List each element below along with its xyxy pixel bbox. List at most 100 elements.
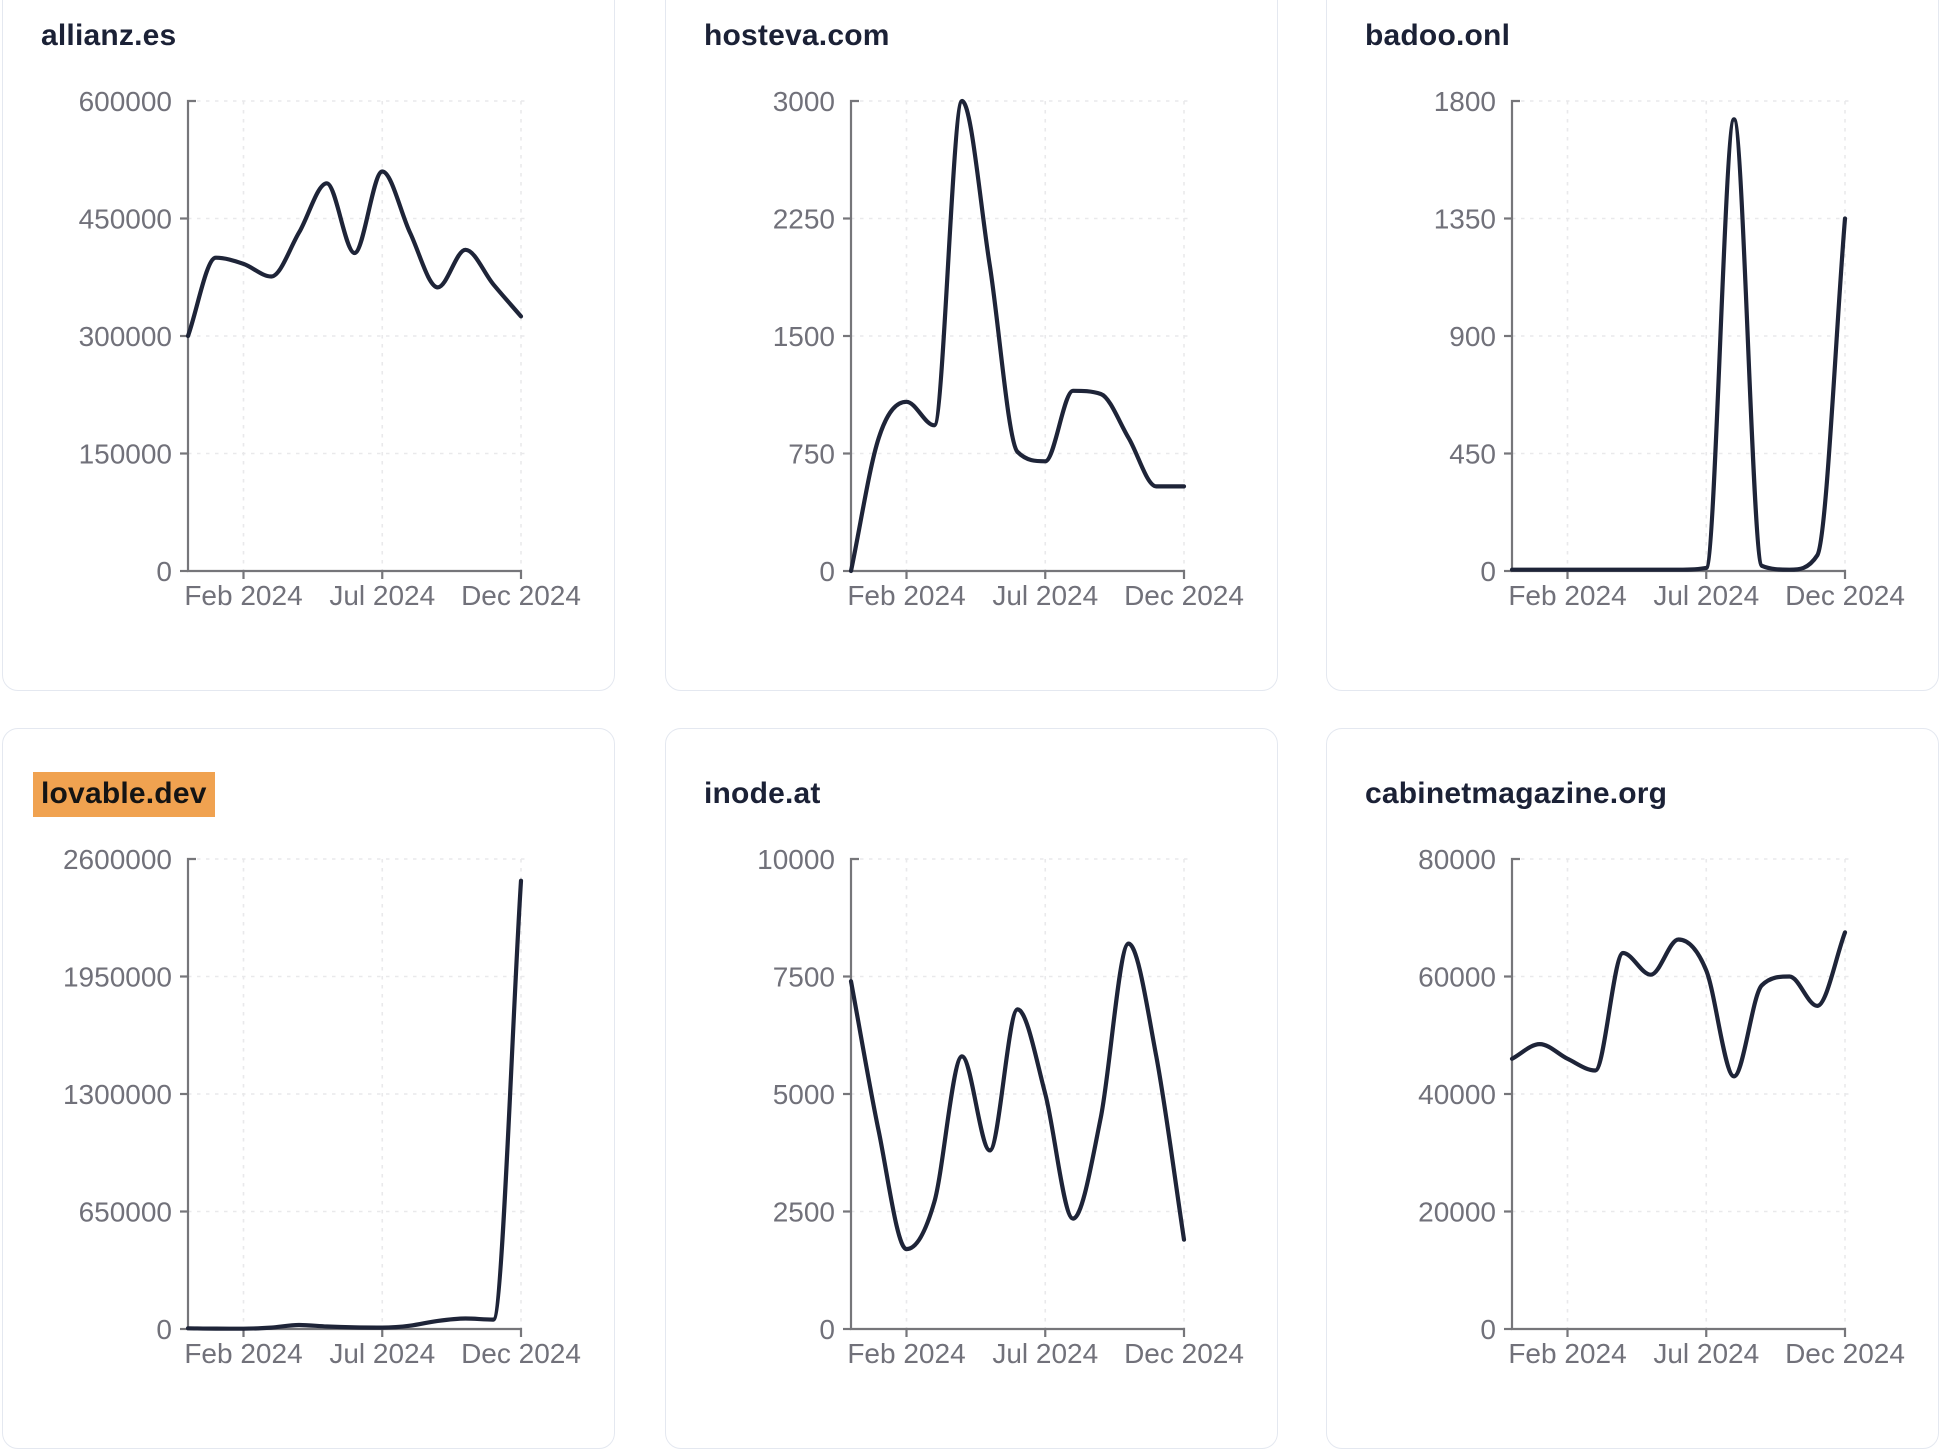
trend-line [848,98,1187,574]
y-tick-label: 750 [788,439,835,470]
x-tick-label: Dec 2024 [1785,580,1905,611]
y-tick-label: 80000 [1418,844,1496,875]
y-tick-label: 150000 [79,439,172,470]
domain-title: lovable.dev [33,772,215,817]
axes [1504,857,1847,1337]
domain-card: inode.at 0 2500 5000 7500 10000 Feb 2024 Jul 2… [665,728,1278,1449]
axis-domain [849,857,1186,1337]
axes [843,99,1186,579]
domain-title-text: allianz.es [41,19,177,52]
gridlines [188,858,527,1329]
traffic-sparkline-chart: 0 20000 40000 60000 80000 Feb 2024 Jul 2024 Dec… [1418,844,1905,1369]
axes [1504,99,1847,579]
x-tick-label: Feb 2024 [847,1338,965,1369]
x-tick-label: Feb 2024 [1508,580,1626,611]
axis-domain [1510,99,1847,579]
tick-labels: 0 2500 5000 7500 10000 Feb 2024 Jul 2024 Dec 20… [757,844,1244,1369]
y-tick-label: 2600000 [63,844,172,875]
axis-domain [186,857,523,1337]
x-tick-label: Feb 2024 [1508,1338,1626,1369]
traffic-sparkline-chart: 0 750 1500 2250 3000 Feb 2024 Jul 2024 Dec 2024 [773,86,1244,611]
y-tick-label: 7500 [773,962,835,993]
y-tick-label: 450 [1449,439,1496,470]
domain-title: cabinetmagazine.org [1365,777,1667,811]
traffic-sparkline-chart: 0 150000 300000 450000 600000 Feb 2024 Jul 202… [79,86,581,611]
y-tick-label: 0 [1480,1314,1496,1345]
y-tick-label: 450000 [79,204,172,235]
y-tick-label: 0 [156,556,172,587]
tick-labels: 0 650000 1300000 1950000 2600000 Feb 2024 Jul … [63,844,581,1369]
y-tick-label: 60000 [1418,962,1496,993]
domain-title-text: inode.at [704,777,821,810]
y-tick-label: 900 [1449,321,1496,352]
tick-labels: 0 450 900 1350 1800 Feb 2024 Jul 2024 Dec 2024 [1434,86,1905,611]
tick-labels: 0 150000 300000 450000 600000 Feb 2024 Jul 202… [79,86,581,611]
x-tick-label: Feb 2024 [847,580,965,611]
y-tick-label: 5000 [773,1079,835,1110]
domain-card: badoo.onl 0 450 900 1350 1800 Feb 2024 Jul 202… [1326,0,1939,691]
axis-domain [1510,857,1847,1337]
tick-labels: 0 750 1500 2250 3000 Feb 2024 Jul 2024 Dec 2024 [773,86,1244,611]
x-tick-label: Dec 2024 [1124,580,1244,611]
domain-card: allianz.es 0 150000 300000 450000 600000 Feb … [2,0,615,691]
domain-title: inode.at [704,777,821,811]
y-tick-label: 1950000 [63,962,172,993]
domain-title: allianz.es [41,19,176,53]
gridlines [851,858,1190,1329]
x-tick-label: Jul 2024 [329,1338,435,1369]
traffic-sparkline-chart: 0 650000 1300000 1950000 2600000 Feb 2024 Jul … [63,844,581,1369]
trend-line [185,169,524,339]
x-tick-label: Feb 2024 [184,580,302,611]
y-tick-label: 1350 [1434,204,1496,235]
x-tick-label: Jul 2024 [1653,1338,1759,1369]
domain-title: hosteva.com [704,19,890,53]
domain-title-text: hosteva.com [704,19,890,52]
x-tick-label: Jul 2024 [1653,580,1759,611]
domain-title: badoo.onl [1365,19,1510,53]
x-tick-label: Jul 2024 [329,580,435,611]
y-tick-label: 10000 [757,844,835,875]
y-tick-label: 0 [1480,556,1496,587]
gridlines [1512,858,1851,1329]
y-tick-label: 40000 [1418,1079,1496,1110]
domain-card: cabinetmagazine.org 0 20000 40000 60000 8000… [1326,728,1939,1449]
trend-line [1509,117,1848,572]
y-tick-label: 0 [819,556,835,587]
y-tick-label: 20000 [1418,1197,1496,1228]
y-tick-label: 650000 [79,1197,172,1228]
y-tick-label: 300000 [79,321,172,352]
trend-line [185,878,524,1331]
y-tick-label: 3000 [773,86,835,117]
y-tick-label: 0 [819,1314,835,1345]
domain-card: hosteva.com 0 750 1500 2250 3000 Feb 2024 Jul … [665,0,1278,691]
search-highlighted-domain-title-text: lovable.dev [33,772,215,817]
y-tick-label: 1500 [773,321,835,352]
x-tick-label: Dec 2024 [461,580,581,611]
traffic-sparkline-chart: 0 2500 5000 7500 10000 Feb 2024 Jul 2024 Dec 20… [757,844,1244,1369]
y-tick-label: 600000 [79,86,172,117]
axes [180,857,523,1337]
axis-domain [186,99,523,579]
gridlines [188,100,527,571]
trend-line [848,941,1187,1252]
x-tick-label: Dec 2024 [1124,1338,1244,1369]
axes [180,99,523,579]
x-tick-label: Jul 2024 [992,1338,1098,1369]
y-tick-label: 1800 [1434,86,1496,117]
y-tick-label: 1300000 [63,1079,172,1110]
gridlines [1512,100,1851,571]
domain-title-text: badoo.onl [1365,19,1511,52]
x-tick-label: Feb 2024 [184,1338,302,1369]
x-tick-label: Dec 2024 [461,1338,581,1369]
domain-card: lovable.dev 0 650000 1300000 1950000 2600000… [2,728,615,1449]
y-tick-label: 0 [156,1314,172,1345]
traffic-sparkline-chart: 0 450 900 1350 1800 Feb 2024 Jul 2024 Dec 2024 [1434,86,1905,611]
tick-labels: 0 20000 40000 60000 80000 Feb 2024 Jul 2024 Dec… [1418,844,1905,1369]
trend-line [1509,930,1848,1079]
gridlines [851,100,1190,571]
axis-domain [849,99,1186,579]
axes [843,857,1186,1337]
x-tick-label: Jul 2024 [992,580,1098,611]
y-tick-label: 2250 [773,204,835,235]
